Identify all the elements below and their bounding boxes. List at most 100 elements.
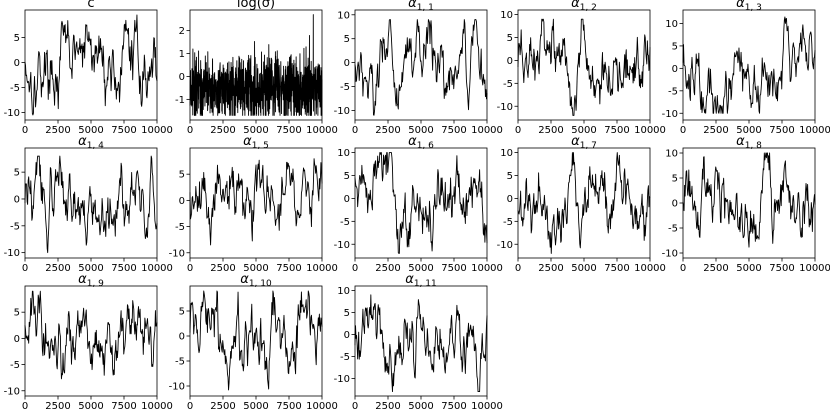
y-tick-label: -5	[668, 86, 678, 97]
x-tick-label: 10000	[799, 125, 830, 136]
x-tick-label: 5000	[571, 263, 596, 274]
y-tick-label: -5	[503, 217, 513, 228]
y-tick-label: -10	[4, 108, 20, 119]
y-tick-label: -5	[503, 79, 513, 90]
x-tick-label: 7500	[441, 263, 466, 274]
x-tick-label: 7500	[111, 401, 136, 412]
y-tick-label: 5	[507, 33, 513, 44]
y-tick-label: 0	[672, 64, 678, 75]
x-tick-label: 2500	[538, 263, 563, 274]
y-tick-label: -5	[10, 221, 20, 232]
trace-line	[682, 16, 816, 114]
x-tick-label: 7500	[276, 263, 301, 274]
panel-title: α1, 10	[240, 272, 272, 289]
y-tick-label: 5	[344, 308, 350, 319]
y-tick-label: 0	[344, 58, 350, 69]
y-tick-label: -5	[340, 217, 350, 228]
trace-line	[354, 294, 488, 393]
y-tick-label: 5	[179, 170, 185, 181]
x-tick-label: 0	[352, 401, 358, 412]
y-tick-label: 10	[500, 10, 513, 21]
subplot-10: α1, 8 0 2500 5000 7500 10000 -10 -5 0 5 10	[662, 134, 830, 274]
panel-title: α1, 6	[408, 134, 434, 151]
x-tick-label: 5000	[78, 401, 103, 412]
x-tick-label: 0	[680, 263, 686, 274]
x-tick-label: 2500	[210, 263, 235, 274]
y-tick-label: -10	[497, 102, 513, 113]
x-tick-label: 5000	[78, 125, 103, 136]
x-tick-label: 10000	[141, 125, 173, 136]
panel-title: α1, 9	[78, 272, 104, 289]
y-tick-label: 5	[507, 171, 513, 182]
panel-title: α1, 2	[571, 0, 597, 13]
panel-title: α1, 3	[736, 0, 762, 13]
x-tick-label: 10000	[306, 125, 338, 136]
x-tick-label: 10000	[471, 401, 503, 412]
trace-line	[517, 18, 651, 116]
x-tick-label: 2500	[375, 125, 400, 136]
x-tick-label: 7500	[441, 401, 466, 412]
y-tick-label: -5	[175, 357, 185, 368]
x-tick-label: 7500	[441, 125, 466, 136]
trace-line	[24, 155, 158, 254]
y-tick-label: -5	[10, 360, 20, 371]
y-tick-label: -10	[497, 240, 513, 251]
subplot-2: log(σ) 0 2500 5000 7500 10000 -1 0 1 2	[175, 0, 338, 136]
x-tick-label: 7500	[604, 263, 629, 274]
y-tick-label: -10	[4, 386, 20, 397]
y-tick-label: 0	[344, 194, 350, 205]
x-tick-label: 5000	[78, 263, 103, 274]
x-tick-label: 5000	[408, 125, 433, 136]
x-tick-label: 2500	[375, 263, 400, 274]
y-tick-label: 10	[337, 10, 350, 21]
x-tick-label: 10000	[471, 125, 503, 136]
x-tick-label: 10000	[306, 401, 338, 412]
x-tick-label: 10000	[634, 125, 666, 136]
y-tick-label: -10	[334, 106, 350, 117]
y-tick-label: 5	[179, 307, 185, 318]
x-tick-label: 5000	[243, 263, 268, 274]
trace-line	[189, 14, 323, 116]
y-tick-label: 5	[672, 174, 678, 185]
y-tick-label: 5	[14, 168, 20, 179]
panel-title: log(σ)	[237, 0, 275, 11]
x-tick-label: 2500	[703, 263, 728, 274]
subplot-7: α1, 5 0 2500 5000 7500 10000 -10 -5 0 5	[169, 134, 338, 274]
panel-title: α1, 8	[736, 134, 762, 151]
y-tick-label: -5	[175, 222, 185, 233]
subplot-12: α1, 10 0 2500 5000 7500 10000 -10 -5 0 5	[169, 272, 338, 412]
y-tick-label: 0	[179, 72, 185, 83]
x-tick-label: 7500	[276, 401, 301, 412]
trace-line	[682, 152, 816, 248]
x-tick-label: 2500	[375, 401, 400, 412]
x-tick-label: 5000	[243, 125, 268, 136]
subplot-6: α1, 4 0 2500 5000 7500 10000 -10 -5 0 5	[4, 134, 173, 274]
subplot-1: c 0 2500 5000 7500 10000 -10 -5 0 5	[4, 0, 173, 136]
y-tick-label: -10	[662, 109, 678, 120]
y-tick-label: -5	[668, 224, 678, 235]
x-tick-label: 7500	[769, 263, 794, 274]
y-tick-label: 0	[179, 196, 185, 207]
x-tick-label: 0	[187, 263, 193, 274]
panel-title: α1, 5	[243, 134, 269, 151]
y-tick-label: -5	[340, 82, 350, 93]
x-tick-label: 7500	[769, 125, 794, 136]
x-tick-label: 2500	[210, 401, 235, 412]
panel-title: α1, 1	[408, 0, 434, 13]
y-tick-label: 10	[500, 148, 513, 159]
subplot-8: α1, 6 0 2500 5000 7500 10000 -10 -5 0 5 10	[334, 134, 503, 274]
subplot-13: α1, 11 0 2500 5000 7500 10000 -10 -5 0 5 10	[334, 272, 503, 412]
trace-line	[189, 158, 323, 246]
x-tick-label: 10000	[634, 263, 666, 274]
y-tick-label: 5	[344, 171, 350, 182]
subplot-9: α1, 7 0 2500 5000 7500 10000 -10 -5 0 5 10	[497, 134, 666, 274]
y-tick-label: -10	[169, 248, 185, 259]
y-tick-label: 10	[665, 19, 678, 30]
x-tick-label: 0	[352, 125, 358, 136]
y-tick-label: 2	[179, 26, 185, 37]
x-tick-label: 5000	[408, 263, 433, 274]
y-tick-label: 0	[507, 56, 513, 67]
x-tick-label: 5000	[736, 125, 761, 136]
trace-line	[24, 14, 158, 116]
y-tick-label: -10	[4, 248, 20, 259]
